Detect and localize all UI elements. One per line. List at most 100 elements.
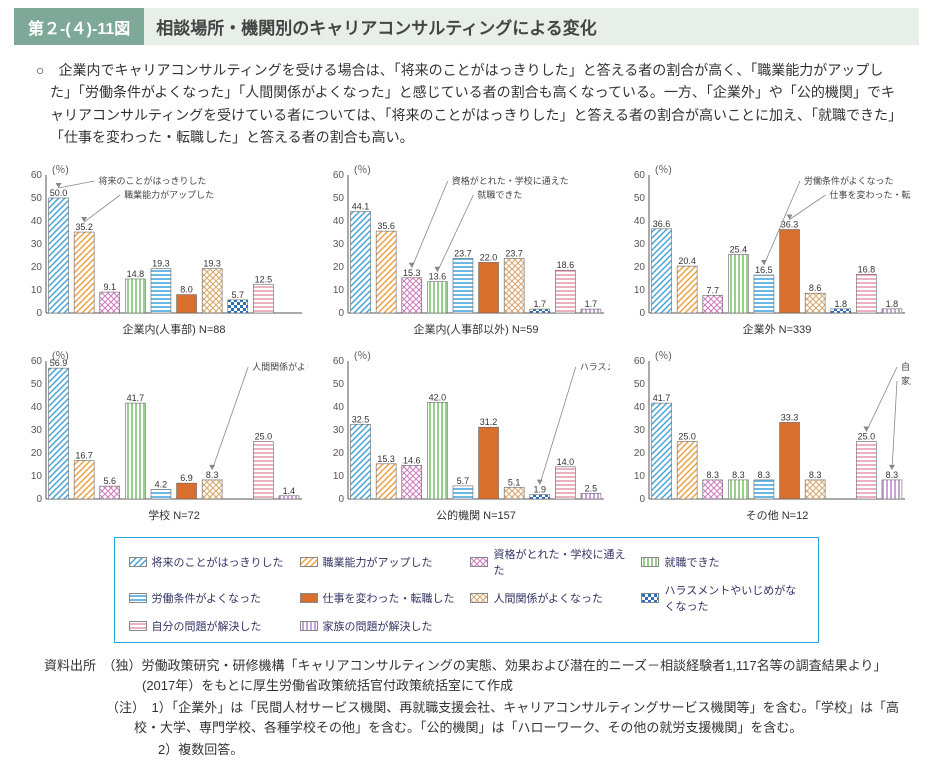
svg-text:14.8: 14.8: [127, 269, 145, 279]
chart-panel: (％)010203040506056.916.75.641.74.26.98.3…: [18, 347, 312, 527]
legend-label: 自分の問題が解決した: [152, 618, 262, 634]
legend-item: 将来のことがはっきりした: [125, 544, 296, 580]
svg-text:人間関係がよくなった: 人間関係がよくなった: [252, 361, 308, 372]
svg-text:学校 N=72: 学校 N=72: [148, 508, 200, 522]
chart-grid: (％)010203040506050.035.29.114.819.38.019…: [14, 161, 919, 527]
svg-text:40: 40: [31, 402, 43, 413]
chart-panel: (％)010203040506032.515.314.642.05.731.25…: [320, 347, 614, 527]
legend-label: 就職できた: [664, 554, 719, 570]
svg-text:41.7: 41.7: [127, 393, 145, 403]
legend-item: 人間関係がよくなった: [466, 580, 637, 616]
svg-text:企業外 N=339: 企業外 N=339: [743, 322, 812, 336]
svg-text:19.3: 19.3: [203, 258, 221, 268]
svg-text:12.5: 12.5: [255, 274, 273, 284]
svg-text:30: 30: [634, 425, 646, 436]
svg-text:ハラスメントやいじめがなくなった: ハラスメントやいじめがなくなった: [579, 361, 609, 372]
svg-text:36.6: 36.6: [653, 218, 671, 228]
svg-text:56.9: 56.9: [50, 358, 68, 368]
svg-text:0: 0: [338, 308, 344, 319]
chart-panel: (％)010203040506044.135.615.313.623.722.0…: [320, 161, 614, 341]
svg-text:1.4: 1.4: [283, 485, 296, 495]
svg-text:0: 0: [338, 494, 344, 505]
svg-text:家族の問題が解決した: 家族の問題が解決した: [901, 375, 911, 386]
svg-text:(％): (％): [354, 351, 371, 362]
svg-text:8.6: 8.6: [809, 283, 822, 293]
figure-title: 相談場所・機関別のキャリアコンサルティングによる変化: [144, 8, 919, 45]
svg-text:4.2: 4.2: [155, 479, 168, 489]
svg-text:20: 20: [31, 262, 43, 273]
svg-text:(％): (％): [655, 165, 672, 176]
svg-text:2.5: 2.5: [584, 483, 597, 493]
source-note: 資料出所 （独）労働政策研究・研修機構「キャリアコンサルティングの実態、効果およ…: [44, 655, 901, 697]
svg-text:1.7: 1.7: [533, 299, 546, 309]
svg-text:(％): (％): [52, 165, 69, 176]
svg-text:60: 60: [333, 170, 345, 181]
svg-text:20: 20: [634, 262, 646, 273]
svg-text:8.3: 8.3: [886, 469, 899, 479]
legend-label: 将来のことがはっきりした: [152, 554, 284, 570]
svg-text:60: 60: [333, 356, 345, 367]
svg-text:25.0: 25.0: [679, 431, 697, 441]
chart-panel: (％)010203040506050.035.29.114.819.38.019…: [18, 161, 312, 341]
svg-text:5.7: 5.7: [456, 475, 469, 485]
svg-text:企業内(人事部) N=88: 企業内(人事部) N=88: [123, 322, 226, 336]
svg-text:25.0: 25.0: [858, 431, 876, 441]
legend-item: 職業能力がアップした: [296, 544, 467, 580]
legend-label: 労働条件がよくなった: [152, 590, 261, 606]
svg-text:将来のことがはっきりした: 将来のことがはっきりした: [99, 175, 207, 186]
legend-item: 家族の問題が解決した: [296, 616, 467, 636]
legend-label: 職業能力がアップした: [323, 554, 433, 570]
svg-text:9.1: 9.1: [103, 282, 116, 292]
svg-text:50.0: 50.0: [50, 188, 68, 198]
svg-text:60: 60: [634, 356, 646, 367]
svg-text:40: 40: [31, 216, 43, 227]
svg-text:0: 0: [640, 308, 646, 319]
svg-text:仕事を変わった・転職した: 仕事を変わった・転職した: [830, 189, 911, 200]
svg-text:企業内(人事部以外) N=59: 企業内(人事部以外) N=59: [413, 322, 538, 336]
legend-item: 資格がとれた・学校に通えた: [466, 544, 637, 580]
svg-text:14.0: 14.0: [556, 456, 574, 466]
chart-panel: (％)010203040506036.620.47.725.416.536.38…: [621, 161, 915, 341]
svg-text:20.4: 20.4: [679, 256, 697, 266]
svg-text:資格がとれた・学校に通えた: 資格がとれた・学校に通えた: [451, 175, 568, 186]
svg-text:30: 30: [333, 239, 345, 250]
figure-header: 第２-(４)-11図 相談場所・機関別のキャリアコンサルティングによる変化: [14, 8, 919, 45]
svg-text:18.6: 18.6: [556, 260, 574, 270]
legend-label: 家族の問題が解決した: [323, 618, 433, 634]
note-2: 2）複数回答。: [44, 739, 901, 761]
svg-text:40: 40: [333, 402, 345, 413]
svg-text:33.3: 33.3: [781, 412, 799, 422]
svg-text:25.0: 25.0: [255, 431, 273, 441]
svg-text:就職できた: 就職できた: [477, 189, 522, 200]
svg-text:50: 50: [31, 379, 43, 390]
legend-label: 仕事を変わった・転職した: [323, 590, 455, 606]
svg-text:その他 N=12: その他 N=12: [746, 509, 809, 522]
svg-text:16.7: 16.7: [75, 450, 93, 460]
svg-text:10: 10: [333, 471, 345, 482]
svg-text:6.9: 6.9: [180, 473, 193, 483]
legend-label: 人間関係がよくなった: [493, 590, 602, 606]
svg-text:5.6: 5.6: [103, 476, 116, 486]
svg-text:42.0: 42.0: [428, 392, 446, 402]
svg-text:36.3: 36.3: [781, 219, 799, 229]
svg-text:14.6: 14.6: [403, 455, 421, 465]
legend-row: 将来のことがはっきりした 職業能力がアップした 資格がとれた・学校に通えた 就職できた…: [125, 544, 809, 636]
legend-item: 労働条件がよくなった: [125, 580, 296, 616]
svg-text:1.8: 1.8: [835, 298, 848, 308]
svg-text:16.5: 16.5: [756, 265, 774, 275]
svg-text:25.4: 25.4: [730, 244, 748, 254]
svg-text:0: 0: [36, 494, 42, 505]
svg-text:労働条件がよくなった: 労働条件がよくなった: [804, 175, 894, 186]
svg-text:15.3: 15.3: [377, 453, 395, 463]
svg-text:60: 60: [634, 170, 646, 181]
svg-text:50: 50: [333, 379, 345, 390]
svg-text:5.7: 5.7: [231, 289, 244, 299]
svg-text:41.7: 41.7: [653, 393, 671, 403]
svg-text:0: 0: [640, 494, 646, 505]
legend-label: 資格がとれた・学校に通えた: [493, 546, 633, 578]
svg-text:60: 60: [31, 356, 43, 367]
svg-text:10: 10: [634, 471, 646, 482]
figure-number: 第２-(４)-11図: [14, 8, 144, 45]
svg-text:20: 20: [31, 448, 43, 459]
svg-text:40: 40: [333, 216, 345, 227]
